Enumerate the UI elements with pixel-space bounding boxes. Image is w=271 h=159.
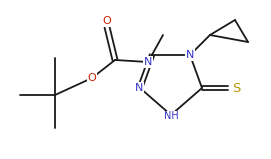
Text: O: O xyxy=(88,73,96,83)
Text: S: S xyxy=(232,82,240,94)
Text: N: N xyxy=(186,50,194,60)
Text: NH: NH xyxy=(164,111,178,121)
Text: O: O xyxy=(103,16,111,26)
Text: N: N xyxy=(144,57,152,67)
Text: N: N xyxy=(135,83,143,93)
